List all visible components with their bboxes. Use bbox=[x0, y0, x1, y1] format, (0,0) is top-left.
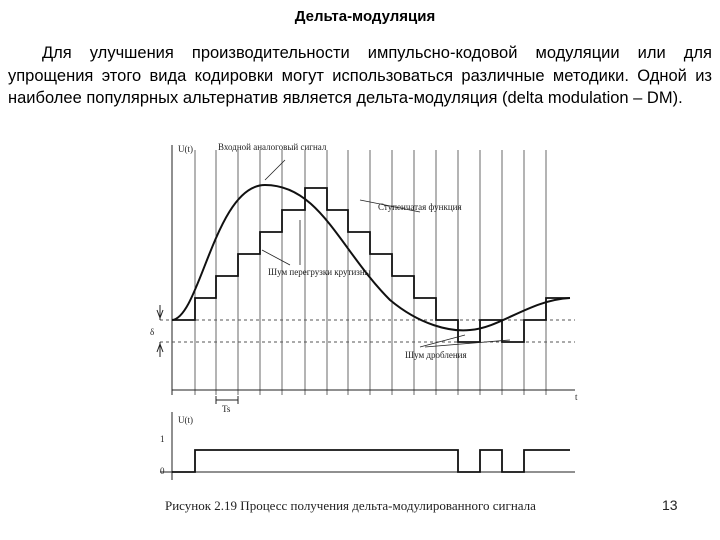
paragraph: Для улучшения производительности импульс… bbox=[8, 44, 712, 107]
dm-signal bbox=[172, 449, 570, 473]
figure-caption: Рисунок 2.19 Процесс получения дельта-мо… bbox=[165, 498, 536, 513]
annotation: Шум дробления bbox=[405, 350, 467, 360]
step-function bbox=[172, 187, 570, 343]
level-label: 1 bbox=[160, 434, 165, 444]
delta-arrows bbox=[156, 305, 164, 357]
annotation: Шум перегрузки крутизны bbox=[268, 267, 371, 277]
annotation: Входной аналоговый сигнал bbox=[218, 142, 327, 152]
page-number: 13 bbox=[662, 497, 678, 513]
axis-label: U(t) bbox=[178, 144, 193, 154]
axis-label: U(t) bbox=[178, 415, 193, 425]
callout-lines bbox=[261, 159, 511, 348]
annotation: Ступенчатая функция bbox=[378, 202, 462, 212]
slide-title: Дельта-модуляция bbox=[294, 8, 436, 25]
analog-signal bbox=[171, 183, 571, 332]
period-label: Ts bbox=[222, 404, 231, 414]
axis-label: t bbox=[575, 392, 578, 402]
delta-label: δ bbox=[150, 327, 154, 337]
level-label: 0 bbox=[160, 466, 165, 476]
period-marker bbox=[215, 396, 239, 404]
